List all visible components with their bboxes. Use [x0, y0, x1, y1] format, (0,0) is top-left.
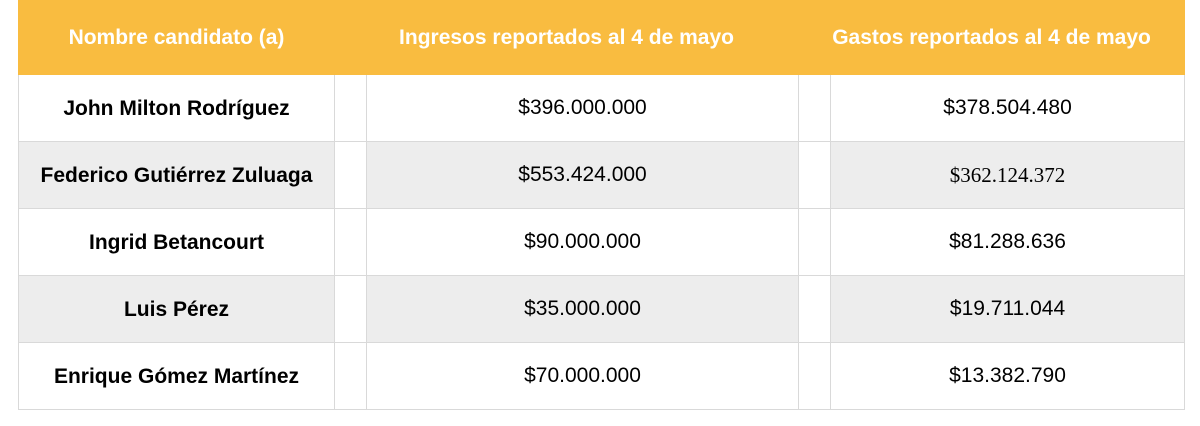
table-row: Federico Gutiérrez Zuluaga $553.424.000 …: [18, 141, 1186, 209]
header-name: Nombre candidato (a): [18, 0, 335, 75]
header-row: Nombre candidato (a) Ingresos reportados…: [18, 0, 1186, 75]
gastos-value: $378.504.480: [830, 74, 1186, 142]
spacer-cell: [798, 208, 832, 276]
table-row: Enrique Gómez Martínez $70.000.000 $13.3…: [18, 342, 1186, 410]
table-row: John Milton Rodríguez $396.000.000 $378.…: [18, 74, 1186, 142]
table-header: Nombre candidato (a) Ingresos reportados…: [18, 0, 1186, 75]
spacer-cell: [798, 342, 832, 410]
candidate-name: John Milton Rodríguez: [18, 74, 335, 142]
ingresos-value: $396.000.000: [365, 74, 800, 142]
ingresos-value: $70.000.000: [365, 342, 800, 410]
spacer-cell: [334, 74, 367, 142]
table-body: John Milton Rodríguez $396.000.000 $378.…: [18, 74, 1186, 410]
gastos-value: $13.382.790: [830, 342, 1186, 410]
spacer-cell: [798, 141, 832, 209]
header-gastos: Gastos reportados al 4 de mayo: [798, 0, 1186, 75]
header-ingresos: Ingresos reportados al 4 de mayo: [333, 0, 800, 75]
ingresos-value: $35.000.000: [365, 275, 800, 343]
campaign-finance-table: Nombre candidato (a) Ingresos reportados…: [18, 0, 1186, 410]
gastos-value: $81.288.636: [830, 208, 1186, 276]
table-row: Ingrid Betancourt $90.000.000 $81.288.63…: [18, 208, 1186, 276]
ingresos-value: $90.000.000: [365, 208, 800, 276]
candidate-name: Federico Gutiérrez Zuluaga: [18, 141, 335, 209]
table-row: Luis Pérez $35.000.000 $19.711.044: [18, 275, 1186, 343]
gastos-value: $362.124.372: [830, 141, 1186, 209]
spacer-cell: [334, 342, 367, 410]
spacer-cell: [334, 208, 367, 276]
gastos-value: $19.711.044: [830, 275, 1186, 343]
candidate-name: Ingrid Betancourt: [18, 208, 335, 276]
candidate-name: Luis Pérez: [18, 275, 335, 343]
spacer-cell: [334, 141, 367, 209]
spacer-cell: [798, 275, 832, 343]
candidate-name: Enrique Gómez Martínez: [18, 342, 335, 410]
ingresos-value: $553.424.000: [365, 141, 800, 209]
spacer-cell: [798, 74, 832, 142]
spacer-cell: [334, 275, 367, 343]
